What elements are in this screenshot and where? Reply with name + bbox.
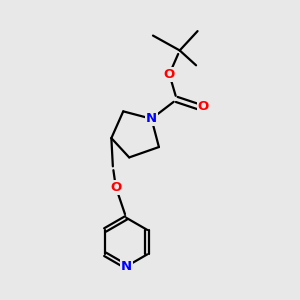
Text: O: O (110, 181, 122, 194)
Text: O: O (164, 68, 175, 81)
Text: O: O (198, 100, 209, 113)
Text: N: N (146, 112, 157, 125)
Text: N: N (121, 260, 132, 273)
